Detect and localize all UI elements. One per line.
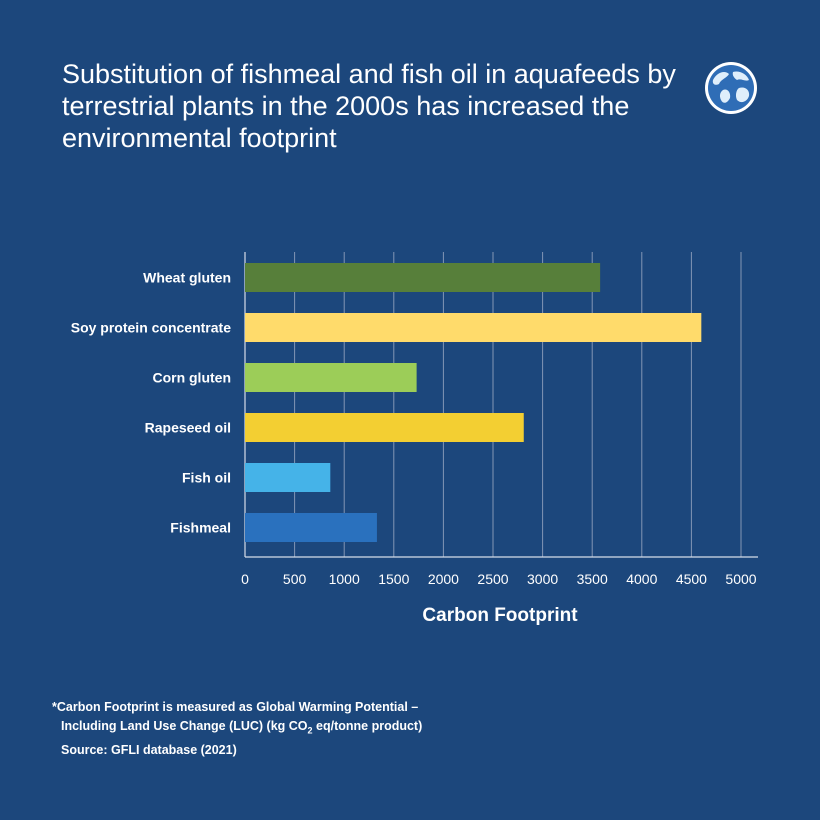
bar [245, 313, 702, 342]
category-label: Fishmeal [170, 520, 231, 536]
x-tick-label: 1000 [329, 571, 360, 587]
category-label: Soy protein concentrate [71, 320, 231, 336]
category-label: Wheat gluten [143, 270, 231, 286]
x-tick-label: 1500 [378, 571, 409, 587]
category-label: Rapeseed oil [145, 420, 231, 436]
bar [245, 363, 417, 392]
footnote-line-2-text: Including Land Use Change (LUC) (kg CO [61, 719, 308, 733]
footnote-line-2-tail: eq/tonne product) [312, 719, 423, 733]
x-tick-label: 5000 [725, 571, 756, 587]
category-label: Fish oil [182, 470, 231, 486]
footnote-subscript: 2 [307, 725, 313, 736]
footnote-line-1: *Carbon Footprint is measured as Global … [52, 700, 419, 714]
footnote-line-3: Source: GFLI database (2021) [61, 742, 237, 757]
category-label: Corn gluten [152, 370, 231, 386]
x-tick-label: 4500 [676, 571, 707, 587]
bar [245, 413, 524, 442]
x-tick-label: 3000 [527, 571, 558, 587]
x-tick-label: 2500 [477, 571, 508, 587]
footnote: *Carbon Footprint is measured as Global … [52, 698, 422, 760]
x-axis-label: Carbon Footprint [422, 605, 578, 626]
x-tick-label: 500 [283, 571, 307, 587]
bar [245, 463, 331, 492]
footnote-line-2: Including Land Use Change (LUC) (kg CO2 … [52, 717, 422, 741]
x-tick-label: 3500 [577, 571, 608, 587]
globe-icon [705, 62, 757, 114]
x-tick-label: 2000 [428, 571, 459, 587]
bar [245, 263, 601, 292]
x-tick-label: 4000 [626, 571, 657, 587]
x-tick-label: 0 [241, 571, 249, 587]
bar [245, 513, 377, 542]
chart-title: Substitution of fishmeal and fish oil in… [62, 59, 676, 153]
